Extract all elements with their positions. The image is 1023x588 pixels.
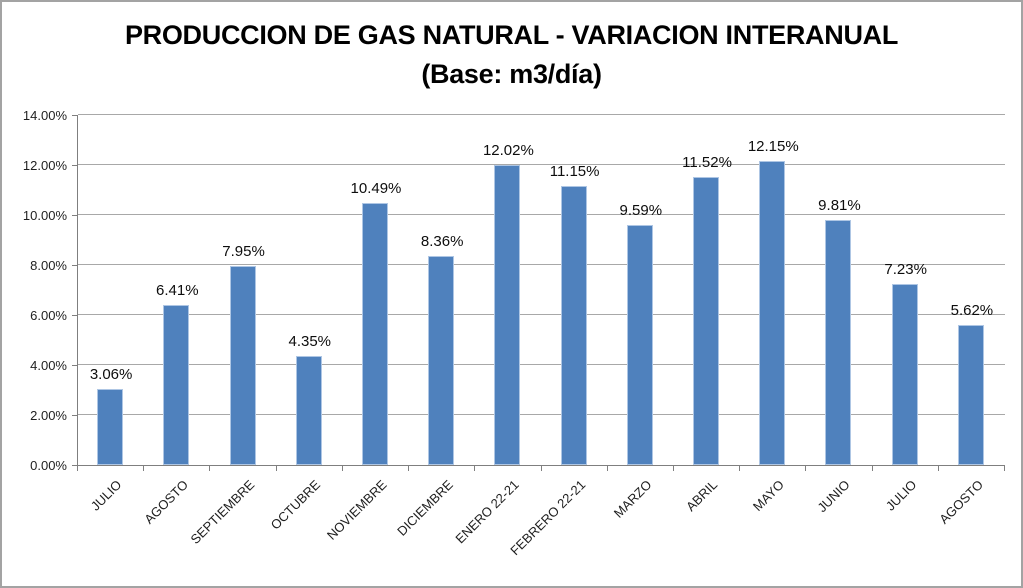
bar [693,177,720,465]
y-axis-tick-label: 4.00% [30,358,67,373]
x-axis-category-label-text: DICIEMBRE [394,477,456,539]
bar-value-label: 11.15% [549,163,600,181]
x-axis-tick [871,466,873,471]
x-axis-tick [408,466,410,471]
bar [361,202,388,465]
x-axis-tick [1004,466,1005,471]
bar-value-label: 9.59% [619,202,663,220]
x-axis-category-label-text: JUNIO [814,477,854,516]
x-axis-tick [672,466,674,471]
gridline [78,114,1005,115]
y-axis-tick-label: 14.00% [22,108,67,123]
gridline [78,164,1005,165]
bar-value-label: 10.49% [350,179,402,197]
bar [494,164,521,465]
x-axis-category-label-text: ABRIL [683,477,721,515]
x-axis-tick [474,466,476,471]
x-axis-tick [275,466,277,471]
y-axis-tick [72,415,77,416]
x-axis-tick [937,466,939,471]
x-axis-category-label-text: SEPTIEMBRE [187,477,258,547]
chart-title-line1: PRODUCCION DE GAS NATURAL - VARIACION IN… [124,20,899,50]
bar-value-label: 5.62% [950,301,994,319]
x-axis-category-label-text: AGOSTO [935,477,986,527]
y-axis-tick-label: 2.00% [30,408,67,423]
x-axis-tick [77,466,78,471]
y-axis-tick [72,115,77,116]
bar-value-label: 6.41% [156,281,199,299]
x-axis-tick [540,466,542,471]
bar-value-label: 9.81% [818,196,861,214]
bar-value-label: 11.52% [682,154,732,171]
bar [891,284,918,465]
y-axis-tick [72,215,77,216]
chart-title-line2: (Base: m3/día) [421,59,602,89]
y-axis-tick [72,165,77,166]
x-axis-category-label-text: MARZO [610,477,655,521]
x-axis-tick [805,466,807,471]
gridline [78,414,1005,415]
y-axis-tick [72,465,77,466]
bar-value-label: 4.35% [288,333,332,351]
bar-value-label: 7.95% [222,243,265,261]
y-axis-tick-label: 10.00% [22,208,67,223]
y-axis-tick-label: 6.00% [30,308,67,323]
x-axis-category-label-text: AGOSTO [141,477,191,527]
bar [825,219,852,465]
gridline [78,264,1005,265]
bar-value-label: 8.36% [420,233,464,250]
plot-area: 3.06% 6.41% 7.95% 4.35% 10.49% 8.36% 12.02% 11.… [77,114,1005,466]
bar [560,186,587,465]
x-axis-category-label-text: JULIO [88,477,125,514]
y-axis-tick-label: 12.00% [22,158,67,173]
bar [957,324,984,465]
bar [759,161,786,465]
x-axis-tick [143,466,145,471]
x-axis-category-label-text: JULIO [882,477,920,514]
x-axis-tick [341,466,343,471]
bar [295,356,322,465]
bar [97,388,124,465]
y-axis-tick [72,365,77,366]
x-axis-category-label-text: MAYO [749,477,787,515]
x-axis-category-label-text: OCTUBRE [267,477,324,533]
x-axis-tick [209,466,211,471]
gridline [78,314,1005,315]
y-axis-tick [72,315,77,316]
bar [626,225,653,465]
bar-value-label: 7.23% [884,261,927,279]
y-axis-tick-label: 8.00% [30,258,67,273]
bar-value-label: 12.15% [747,138,799,156]
bar-value-label: 3.06% [89,365,133,383]
gridline [78,364,1005,365]
bar [229,266,256,465]
chart-title: PRODUCCION DE GAS NATURAL - VARIACION IN… [2,16,1021,94]
bar [163,304,190,465]
bar-value-label: 12.02% [482,141,534,159]
gridline [78,214,1005,215]
y-axis-tick-label: 0.00% [30,458,67,473]
x-axis-tick [739,466,741,471]
x-axis-category-label-text: ENERO 22-21 [452,477,522,547]
x-axis-tick [606,466,608,471]
x-axis-category-label-text: NOVIEMBRE [323,477,390,543]
y-axis-tick [72,265,77,266]
bar [428,256,455,465]
